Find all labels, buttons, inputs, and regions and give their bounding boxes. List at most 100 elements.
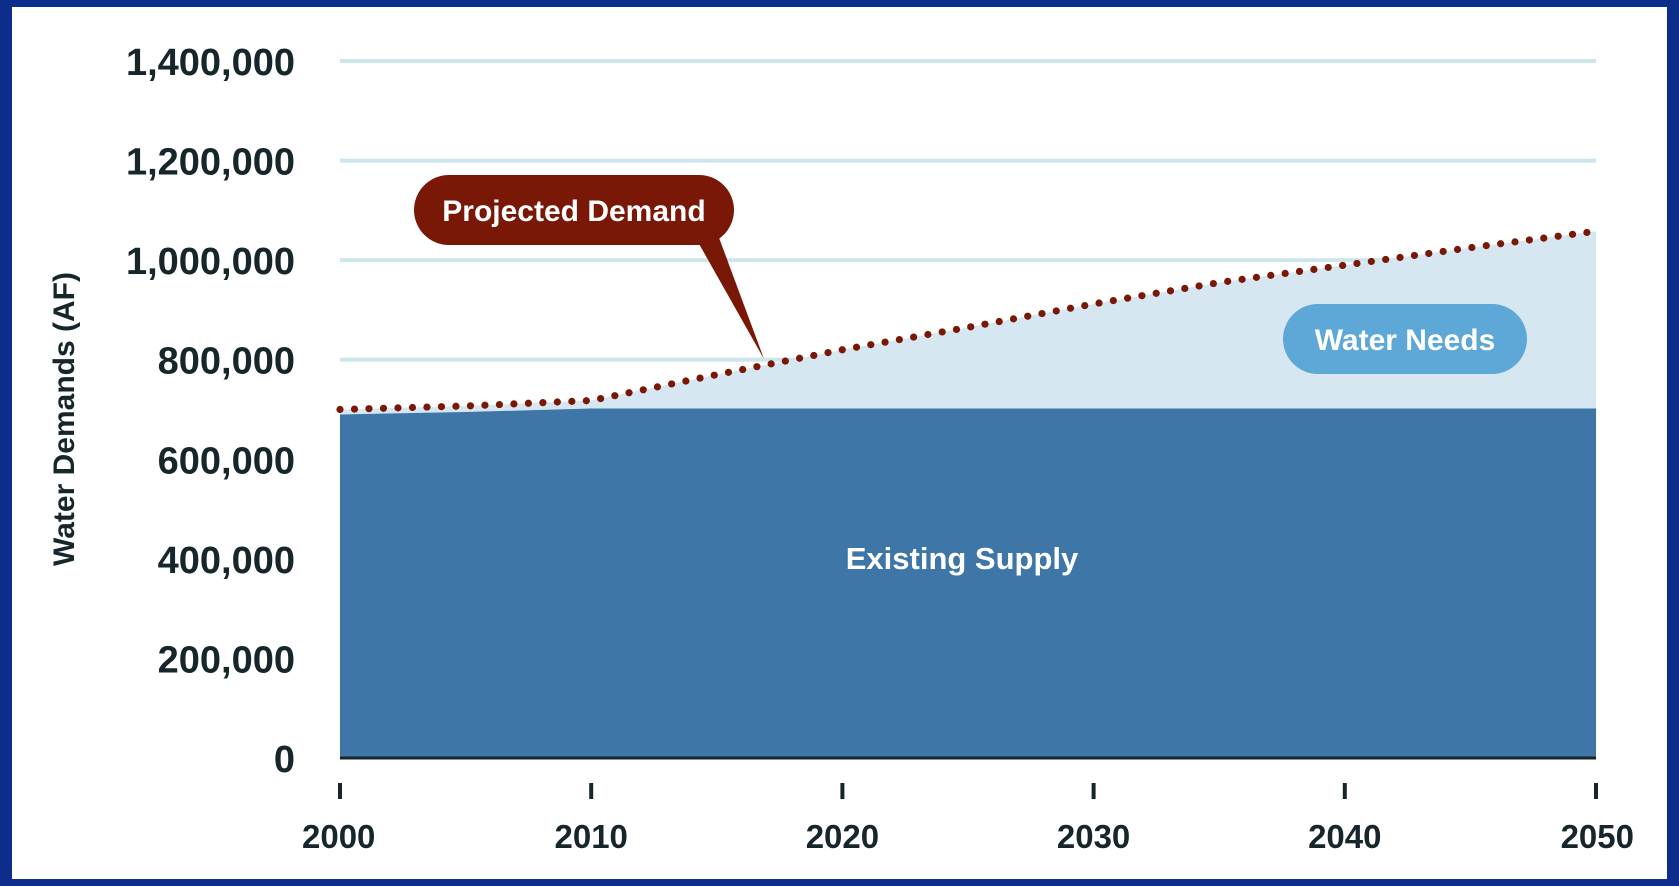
demand-dot-11 [495, 400, 504, 409]
chart-frame: 0 200,000 400,000 600,000 800,000 1,000,000 1,… [12, 7, 1667, 879]
demand-dot-51 [1066, 304, 1075, 312]
demand-dot-12 [510, 400, 518, 408]
demand-dot-9 [466, 402, 475, 410]
demand-dot-79 [1468, 243, 1476, 252]
demand-dot-27 [724, 368, 733, 376]
demand-dot-37 [867, 341, 875, 349]
x-tick-label-3: 2030 [1057, 818, 1130, 855]
callout-pointer [694, 235, 764, 359]
demand-dot-69 [1324, 263, 1332, 272]
demand-dot-57 [1152, 289, 1160, 297]
x-axis-ticks: 2000 2010 2020 2030 2040 2050 [302, 783, 1634, 855]
demand-dot-13 [524, 399, 532, 407]
demand-dot-32 [795, 354, 804, 362]
demand-dot-80 [1482, 242, 1490, 250]
demand-dot-31 [781, 357, 789, 365]
demand-dot-40 [910, 333, 918, 341]
demand-dot-38 [881, 338, 889, 346]
demand-dot-68 [1310, 265, 1318, 274]
demand-dot-56 [1138, 292, 1146, 300]
projected-demand-line [336, 228, 1591, 414]
demand-dot-10 [481, 401, 489, 409]
projected-demand-callout: Projected Demand [414, 175, 764, 359]
demand-dot-83 [1525, 236, 1533, 244]
demand-dot-84 [1540, 234, 1548, 242]
x-tick-label-1: 2010 [554, 818, 627, 855]
x-tick-label-4: 2040 [1308, 818, 1381, 855]
demand-dot-75 [1410, 251, 1419, 260]
x-tick-label-0: 2000 [302, 818, 375, 855]
x-tick-label-2: 2020 [806, 818, 879, 855]
y-tick-label-1: 200,000 [158, 639, 295, 681]
demand-dot-18 [597, 394, 605, 403]
demand-dot-2 [365, 405, 373, 413]
demand-dot-54 [1109, 296, 1117, 305]
projected-demand-label: Projected Demand [442, 195, 705, 228]
demand-dot-6 [423, 403, 431, 411]
demand-dot-47 [1009, 315, 1018, 323]
demand-dot-76 [1425, 249, 1433, 258]
demand-dot-8 [452, 402, 460, 410]
demand-dot-64 [1252, 273, 1261, 281]
water-needs-badge [1283, 304, 1527, 374]
demand-dot-74 [1396, 253, 1404, 262]
demand-dot-34 [824, 349, 832, 357]
demand-dot-70 [1339, 261, 1347, 270]
demand-dot-21 [639, 386, 647, 394]
demand-dot-39 [895, 335, 903, 344]
demand-dot-66 [1281, 269, 1289, 277]
demand-dot-61 [1209, 279, 1217, 288]
demand-dot-20 [625, 389, 633, 397]
demand-dot-81 [1497, 240, 1505, 248]
demand-dot-15 [553, 398, 561, 406]
demand-dot-36 [852, 343, 861, 351]
demand-dot-17 [582, 397, 590, 405]
demand-dot-48 [1024, 312, 1032, 320]
demand-dot-7 [437, 403, 446, 411]
water-demand-chart: 0 200,000 400,000 600,000 800,000 1,000,000 1,… [48, 42, 1634, 855]
demand-dot-86 [1568, 230, 1577, 238]
y-tick-label-5: 1,000,000 [126, 241, 295, 283]
demand-dot-62 [1224, 277, 1232, 285]
y-axis-ticks: 0 200,000 400,000 600,000 800,000 1,000,000 1,… [126, 42, 295, 781]
demand-dot-73 [1382, 255, 1390, 264]
y-tick-label-4: 800,000 [158, 341, 295, 383]
demand-dot-30 [767, 360, 775, 368]
y-tick-label-7: 1,400,000 [126, 42, 295, 84]
y-tick-label-2: 400,000 [158, 540, 295, 582]
demand-dot-33 [810, 351, 818, 360]
demand-dot-42 [938, 328, 946, 336]
demand-dot-85 [1554, 232, 1562, 240]
demand-dot-44 [967, 323, 975, 331]
water-needs-label: Water Needs [1315, 324, 1496, 357]
demand-dot-45 [981, 320, 989, 328]
demand-dot-26 [710, 371, 718, 379]
demand-dot-72 [1367, 257, 1375, 266]
demand-dot-25 [696, 374, 704, 382]
projected-demand-badge [414, 175, 734, 245]
y-tick-label-0: 0 [274, 739, 295, 781]
demand-dot-29 [753, 363, 761, 371]
demand-dot-1 [350, 405, 359, 413]
demand-dot-3 [379, 404, 388, 412]
demand-dot-60 [1195, 282, 1203, 290]
demand-dot-71 [1353, 259, 1361, 268]
y-axis-label: Water Demands (AF) [48, 272, 81, 566]
demand-dot-77 [1439, 247, 1447, 256]
demand-dot-4 [394, 404, 402, 412]
demand-dot-55 [1124, 294, 1132, 302]
demand-dot-16 [568, 397, 576, 405]
existing-supply-area [340, 408, 1596, 758]
demand-dot-41 [924, 330, 932, 339]
demand-dot-63 [1238, 275, 1246, 283]
demand-dot-23 [668, 380, 676, 388]
demand-dot-22 [653, 383, 662, 391]
water-needs-callout: Water Needs [1283, 304, 1527, 374]
demand-dot-87 [1583, 228, 1591, 237]
demand-dot-53 [1095, 299, 1103, 307]
demand-dot-59 [1181, 284, 1189, 293]
demand-dot-43 [952, 325, 961, 334]
demand-dot-19 [611, 392, 619, 400]
demand-dot-58 [1166, 287, 1175, 295]
existing-supply-label: Existing Supply [846, 541, 1079, 576]
